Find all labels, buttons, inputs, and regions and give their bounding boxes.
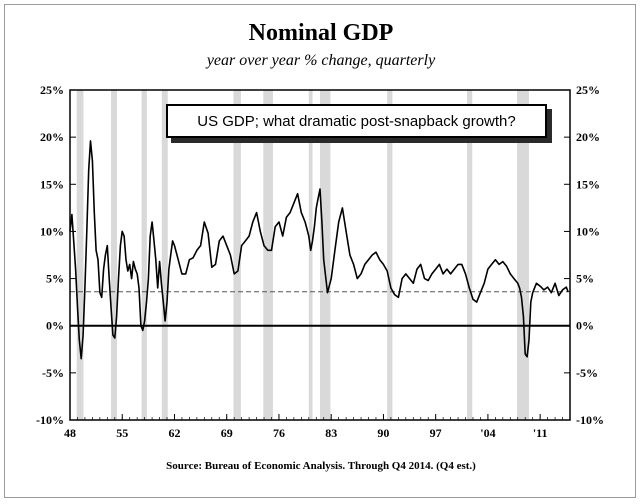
y-tick-label-right: 10% [576,224,600,238]
x-tick-label: 83 [325,426,337,440]
recession-band [517,90,529,420]
y-tick-label-left: 10% [40,224,64,238]
recession-band [111,90,117,420]
x-tick-label: 97 [430,426,442,440]
recession-band [320,90,330,420]
recession-band [467,90,472,420]
y-tick-label-left: 0% [46,319,64,333]
x-tick-label: '11 [533,426,548,440]
y-tick-label-right: -5% [576,366,598,380]
annotation-box: US GDP; what dramatic post-snapback grow… [166,104,547,138]
y-tick-label-left: -10% [36,413,64,427]
y-tick-label-right: -10% [576,413,604,427]
y-tick-label-left: 25% [40,83,64,97]
y-tick-label-left: 5% [46,272,64,286]
recession-band [263,90,273,420]
recession-band [77,90,84,420]
recession-band [162,90,168,420]
recession-band [387,90,392,420]
y-tick-label-right: 0% [576,319,594,333]
y-tick-label-right: 25% [576,83,600,97]
x-tick-label: 76 [273,426,285,440]
y-tick-label-right: 20% [576,130,600,144]
y-tick-label-left: -5% [42,366,64,380]
x-tick-label: 62 [168,426,180,440]
y-tick-label-left: 15% [40,177,64,191]
recession-band [309,90,313,420]
x-tick-label: 48 [64,426,76,440]
y-tick-label-right: 5% [576,272,594,286]
x-tick-label: 90 [377,426,389,440]
source-note: Source: Bureau of Economic Analysis. Thr… [0,460,642,472]
recession-bands [77,90,529,420]
y-tick-label-left: 20% [40,130,64,144]
y-tick-label-right: 15% [576,177,600,191]
chart-plot: -10% -10% -5% -5% 0% 0% 5% 5% 10% 10% 15% 15% 20% 20%… [0,0,642,504]
x-tick-label: 55 [116,426,128,440]
x-tick-label: 69 [221,426,233,440]
x-tick-label: '04 [480,426,495,440]
recession-band [142,90,147,420]
